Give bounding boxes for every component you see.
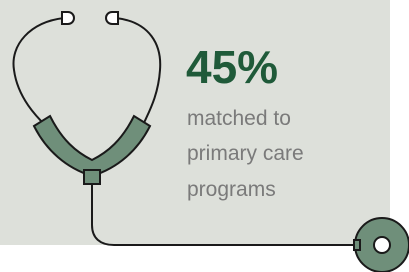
yoke (84, 170, 100, 184)
right-earpiece (106, 12, 118, 24)
stat-description: primary care (187, 142, 304, 165)
chest-piece-stem (354, 240, 360, 250)
stat-description: matched to (187, 107, 291, 130)
stat-description: programs (187, 178, 276, 201)
page: 45% matched to primary care programs (()… (0, 0, 409, 272)
stat-card: 45% matched to primary care programs (0, 0, 409, 272)
stat-value: 45% (186, 41, 278, 93)
left-earpiece (62, 12, 74, 24)
chest-piece-center (374, 237, 390, 253)
